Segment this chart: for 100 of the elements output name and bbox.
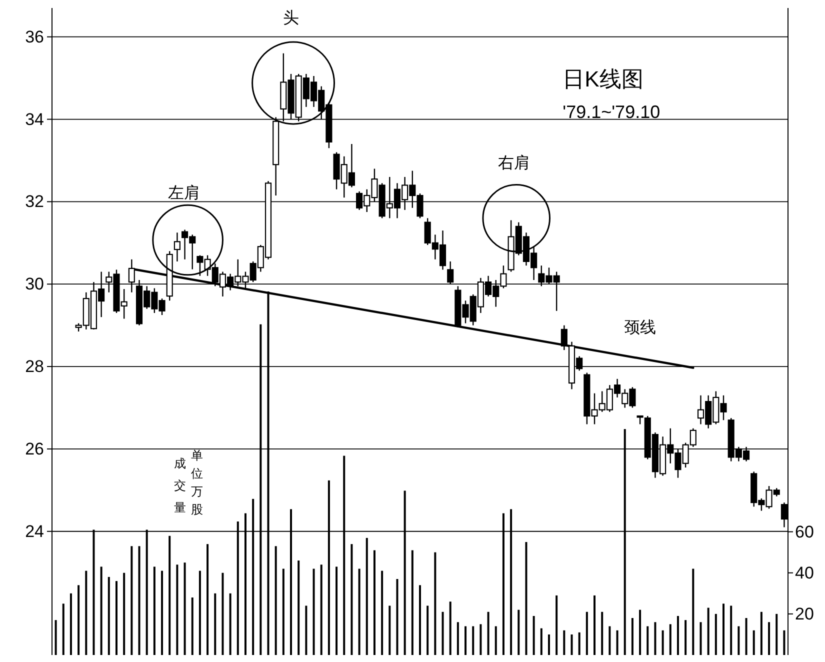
bar bbox=[548, 634, 550, 655]
bar bbox=[184, 562, 186, 655]
bar bbox=[350, 544, 353, 655]
bar bbox=[472, 626, 474, 655]
bar bbox=[738, 626, 740, 655]
bar bbox=[676, 616, 679, 655]
bar bbox=[662, 630, 664, 655]
y-tick-label: 26 bbox=[25, 439, 44, 458]
bar bbox=[745, 618, 748, 655]
bar bbox=[396, 579, 398, 655]
bar bbox=[631, 618, 634, 655]
bar bbox=[760, 612, 762, 655]
bar bbox=[768, 622, 770, 655]
bar bbox=[608, 626, 611, 655]
bar bbox=[722, 604, 725, 655]
bar bbox=[123, 572, 126, 655]
bar bbox=[426, 606, 429, 655]
bar bbox=[654, 622, 656, 655]
bar bbox=[168, 536, 171, 655]
bar bbox=[161, 570, 164, 655]
y-tick-label: 30 bbox=[25, 274, 44, 294]
bar bbox=[358, 568, 360, 655]
bar bbox=[229, 593, 232, 655]
bar bbox=[298, 560, 300, 655]
bar bbox=[776, 614, 778, 655]
bar bbox=[700, 622, 702, 655]
bar bbox=[456, 622, 459, 655]
y-tick-label: 36 bbox=[25, 27, 44, 46]
bar bbox=[222, 572, 224, 655]
bar bbox=[366, 538, 368, 655]
annotation: 左肩 bbox=[168, 184, 200, 202]
bar bbox=[108, 576, 110, 655]
annotation: 头 bbox=[283, 8, 300, 27]
y2-tick-label: 60 bbox=[795, 522, 814, 542]
y2-tick-label: 20 bbox=[795, 604, 814, 624]
bar bbox=[578, 632, 580, 655]
bar bbox=[85, 570, 88, 655]
bar bbox=[639, 610, 642, 655]
bar bbox=[556, 595, 558, 655]
bar bbox=[320, 564, 322, 655]
bar bbox=[594, 595, 596, 655]
bar bbox=[752, 630, 755, 655]
bar bbox=[54, 620, 57, 655]
bar bbox=[305, 606, 308, 655]
bar bbox=[70, 593, 72, 655]
y-tick-label: 34 bbox=[25, 110, 44, 129]
bar bbox=[449, 602, 452, 655]
bar bbox=[411, 550, 414, 655]
y-tick-label: 32 bbox=[25, 192, 44, 212]
bar bbox=[282, 568, 284, 655]
bar bbox=[100, 566, 102, 655]
bar bbox=[442, 612, 444, 655]
bar bbox=[130, 546, 133, 655]
y-tick-label: 24 bbox=[25, 522, 44, 541]
bar bbox=[707, 608, 710, 655]
bar bbox=[78, 585, 80, 655]
bar bbox=[274, 546, 277, 655]
bar bbox=[570, 634, 573, 655]
bar bbox=[312, 568, 315, 655]
bar bbox=[518, 610, 520, 655]
annotation: 成交量 bbox=[174, 456, 186, 514]
bar bbox=[381, 570, 384, 655]
bar bbox=[714, 614, 717, 655]
bar bbox=[494, 626, 497, 655]
bar bbox=[115, 581, 118, 655]
bar bbox=[434, 552, 436, 655]
bar bbox=[336, 566, 338, 655]
annotation: 单位万股 bbox=[190, 448, 203, 516]
bar bbox=[419, 585, 421, 655]
bar bbox=[616, 630, 618, 655]
bar bbox=[730, 606, 732, 655]
bar bbox=[214, 593, 216, 655]
bar bbox=[388, 606, 391, 655]
text: 日K线图 bbox=[562, 66, 644, 92]
bar bbox=[692, 568, 694, 655]
candlestick bbox=[174, 232, 180, 262]
bar bbox=[684, 620, 687, 655]
bar bbox=[176, 564, 178, 655]
bar bbox=[540, 628, 542, 655]
bar bbox=[373, 550, 376, 655]
bar bbox=[206, 544, 209, 655]
annotation: 颈线 bbox=[624, 318, 656, 337]
bar bbox=[191, 597, 194, 655]
annotation: 右肩 bbox=[498, 154, 530, 172]
bar bbox=[563, 630, 566, 655]
bar bbox=[198, 570, 201, 655]
bar bbox=[586, 612, 588, 655]
bar bbox=[601, 612, 604, 655]
bar bbox=[646, 626, 649, 655]
bar bbox=[532, 616, 535, 655]
bar bbox=[487, 612, 490, 655]
y2-tick-label: 40 bbox=[795, 563, 814, 582]
bar bbox=[153, 566, 156, 655]
bar bbox=[669, 624, 672, 655]
bar bbox=[464, 626, 467, 655]
bar bbox=[783, 630, 786, 655]
y-tick-label: 28 bbox=[25, 357, 44, 376]
bar bbox=[525, 542, 528, 655]
bar bbox=[138, 546, 140, 655]
text: '79.1~'79.10 bbox=[562, 102, 660, 122]
